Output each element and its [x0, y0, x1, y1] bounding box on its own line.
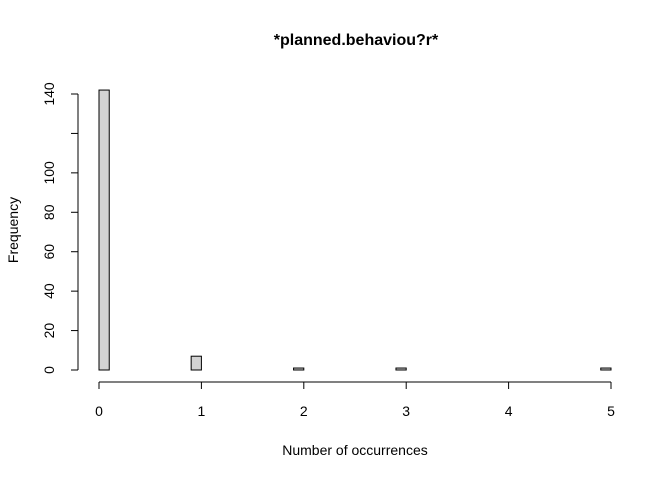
x-tick-label: 5 — [607, 403, 615, 419]
histogram-bar — [98, 89, 110, 371]
x-axis-label: Number of occurrences — [282, 442, 428, 458]
y-axis-label: Frequency — [5, 197, 21, 263]
histogram-bar — [190, 355, 202, 371]
y-tick-label: 80 — [41, 204, 57, 220]
histogram-bar — [293, 367, 305, 371]
x-tick-label: 4 — [505, 403, 513, 419]
y-tick-label: 100 — [41, 161, 57, 185]
x-axis: 0 1 2 3 4 5 — [95, 381, 615, 419]
y-tick-label: 60 — [41, 244, 57, 260]
y-axis: 0 20 40 60 80 100 140 — [41, 82, 79, 374]
x-tick-label: 2 — [300, 403, 308, 419]
y-tick-label: 20 — [41, 323, 57, 339]
y-tick-label: 140 — [41, 82, 57, 106]
y-tick-label: 0 — [41, 366, 57, 374]
bars-group — [98, 89, 612, 371]
y-tick-label: 40 — [41, 283, 57, 299]
histogram-bar — [395, 367, 407, 371]
x-tick-label: 0 — [95, 403, 103, 419]
chart-title: *planned.behaviou?r* — [274, 32, 439, 49]
histogram-bar — [600, 367, 612, 371]
x-tick-label: 3 — [402, 403, 410, 419]
x-tick-label: 1 — [198, 403, 206, 419]
